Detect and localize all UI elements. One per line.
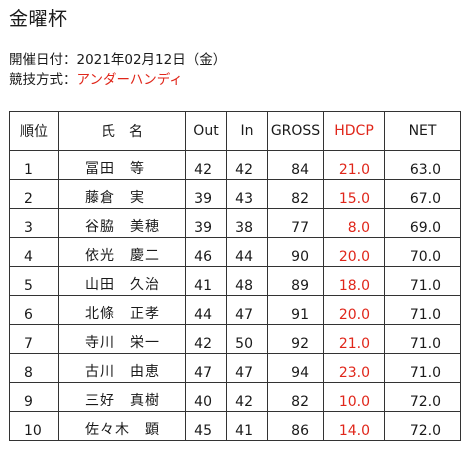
cell-hdcp: 8.0 <box>323 208 385 238</box>
table-row: 7 寺川 栄一 42 50 92 21.0 71.0 <box>9 324 461 354</box>
cell-hdcp: 20.0 <box>323 295 385 325</box>
cell-gross: 84 <box>267 150 324 180</box>
cell-hdcp: 21.0 <box>323 150 385 180</box>
header-hdcp: HDCP <box>323 111 385 151</box>
table-row: 10 佐々木 顕 45 41 86 14.0 72.0 <box>9 411 461 441</box>
cell-name: 冨田 等 <box>58 150 186 180</box>
table-row: 2 藤倉 実 39 43 82 15.0 67.0 <box>9 179 461 209</box>
cell-in: 44 <box>226 237 268 267</box>
results-table-header: 順位 氏 名 Out In GROSS HDCP NET <box>9 111 461 151</box>
cell-out: 44 <box>185 295 227 325</box>
cell-rank: 10 <box>9 411 59 441</box>
header-name: 氏 名 <box>58 111 186 151</box>
cell-in: 42 <box>226 382 268 412</box>
cell-in: 48 <box>226 266 268 296</box>
cell-out: 45 <box>185 411 227 441</box>
cell-hdcp: 10.0 <box>323 382 385 412</box>
cell-in: 41 <box>226 411 268 441</box>
cell-net: 70.0 <box>384 237 461 267</box>
table-row: 8 古川 由恵 47 47 94 23.0 71.0 <box>9 353 461 383</box>
cell-out: 42 <box>185 324 227 354</box>
cell-in: 42 <box>226 150 268 180</box>
cell-name: 依光 慶二 <box>58 237 186 267</box>
header-row: 順位 氏 名 Out In GROSS HDCP NET <box>9 111 461 151</box>
cell-name: 古川 由恵 <box>58 353 186 383</box>
cell-gross: 82 <box>267 382 324 412</box>
cell-net: 67.0 <box>384 179 461 209</box>
cell-out: 40 <box>185 382 227 412</box>
cell-out: 41 <box>185 266 227 296</box>
cell-out: 42 <box>185 150 227 180</box>
cell-out: 46 <box>185 237 227 267</box>
cell-gross: 90 <box>267 237 324 267</box>
event-date-line: 開催日付：2021年02月12日（金） <box>9 51 226 69</box>
cell-hdcp: 14.0 <box>323 411 385 441</box>
page-title: 金曜杯 <box>9 8 68 30</box>
cell-net: 71.0 <box>384 353 461 383</box>
competition-format-value: アンダーハンディ <box>76 72 183 88</box>
cell-rank: 5 <box>9 266 59 296</box>
cell-rank: 3 <box>9 208 59 238</box>
cell-net: 71.0 <box>384 324 461 354</box>
cell-gross: 92 <box>267 324 324 354</box>
cell-net: 72.0 <box>384 382 461 412</box>
cell-gross: 86 <box>267 411 324 441</box>
cell-name: 藤倉 実 <box>58 179 186 209</box>
cell-name: 山田 久治 <box>58 266 186 296</box>
cell-name: 北條 正孝 <box>58 295 186 325</box>
cell-net: 72.0 <box>384 411 461 441</box>
cell-name: 寺川 栄一 <box>58 324 186 354</box>
cell-rank: 9 <box>9 382 59 412</box>
cell-name: 佐々木 顕 <box>58 411 186 441</box>
cell-net: 71.0 <box>384 266 461 296</box>
cell-hdcp: 15.0 <box>323 179 385 209</box>
competition-format-line: 競技方式：アンダーハンディ <box>9 71 183 89</box>
table-row: 4 依光 慶二 46 44 90 20.0 70.0 <box>9 237 461 267</box>
event-date-label: 開催日付： <box>9 52 77 68</box>
competition-format-label: 競技方式： <box>9 72 77 88</box>
cell-in: 47 <box>226 295 268 325</box>
table-row: 1 冨田 等 42 42 84 21.0 63.0 <box>9 150 461 180</box>
cell-gross: 77 <box>267 208 324 238</box>
results-table-body: 1 冨田 等 42 42 84 21.0 63.0 2 藤倉 実 39 43 8… <box>9 150 461 441</box>
cell-rank: 6 <box>9 295 59 325</box>
cell-hdcp: 18.0 <box>323 266 385 296</box>
cell-gross: 91 <box>267 295 324 325</box>
cell-in: 38 <box>226 208 268 238</box>
cell-gross: 82 <box>267 179 324 209</box>
cell-name: 谷脇 美穂 <box>58 208 186 238</box>
header-gross: GROSS <box>267 111 324 151</box>
header-net: NET <box>384 111 461 151</box>
cell-in: 47 <box>226 353 268 383</box>
cell-rank: 7 <box>9 324 59 354</box>
cell-name: 三好 真樹 <box>58 382 186 412</box>
table-row: 6 北條 正孝 44 47 91 20.0 71.0 <box>9 295 461 325</box>
cell-net: 69.0 <box>384 208 461 238</box>
cell-rank: 2 <box>9 179 59 209</box>
cell-rank: 8 <box>9 353 59 383</box>
cell-out: 39 <box>185 208 227 238</box>
cell-hdcp: 20.0 <box>323 237 385 267</box>
table-row: 5 山田 久治 41 48 89 18.0 71.0 <box>9 266 461 296</box>
cell-hdcp: 21.0 <box>323 324 385 354</box>
event-date-value: 2021年02月12日（金） <box>76 52 227 68</box>
results-table: 順位 氏 名 Out In GROSS HDCP NET 1 冨田 等 42 4… <box>9 111 461 441</box>
cell-out: 39 <box>185 179 227 209</box>
cell-out: 47 <box>185 353 227 383</box>
table-row: 3 谷脇 美穂 39 38 77 8.0 69.0 <box>9 208 461 238</box>
cell-rank: 4 <box>9 237 59 267</box>
header-out: Out <box>185 111 227 151</box>
cell-hdcp: 23.0 <box>323 353 385 383</box>
cell-gross: 94 <box>267 353 324 383</box>
cell-gross: 89 <box>267 266 324 296</box>
cell-rank: 1 <box>9 150 59 180</box>
cell-net: 71.0 <box>384 295 461 325</box>
table-row: 9 三好 真樹 40 42 82 10.0 72.0 <box>9 382 461 412</box>
header-rank: 順位 <box>9 111 59 151</box>
cell-in: 43 <box>226 179 268 209</box>
cell-net: 63.0 <box>384 150 461 180</box>
header-in: In <box>226 111 268 151</box>
cell-in: 50 <box>226 324 268 354</box>
